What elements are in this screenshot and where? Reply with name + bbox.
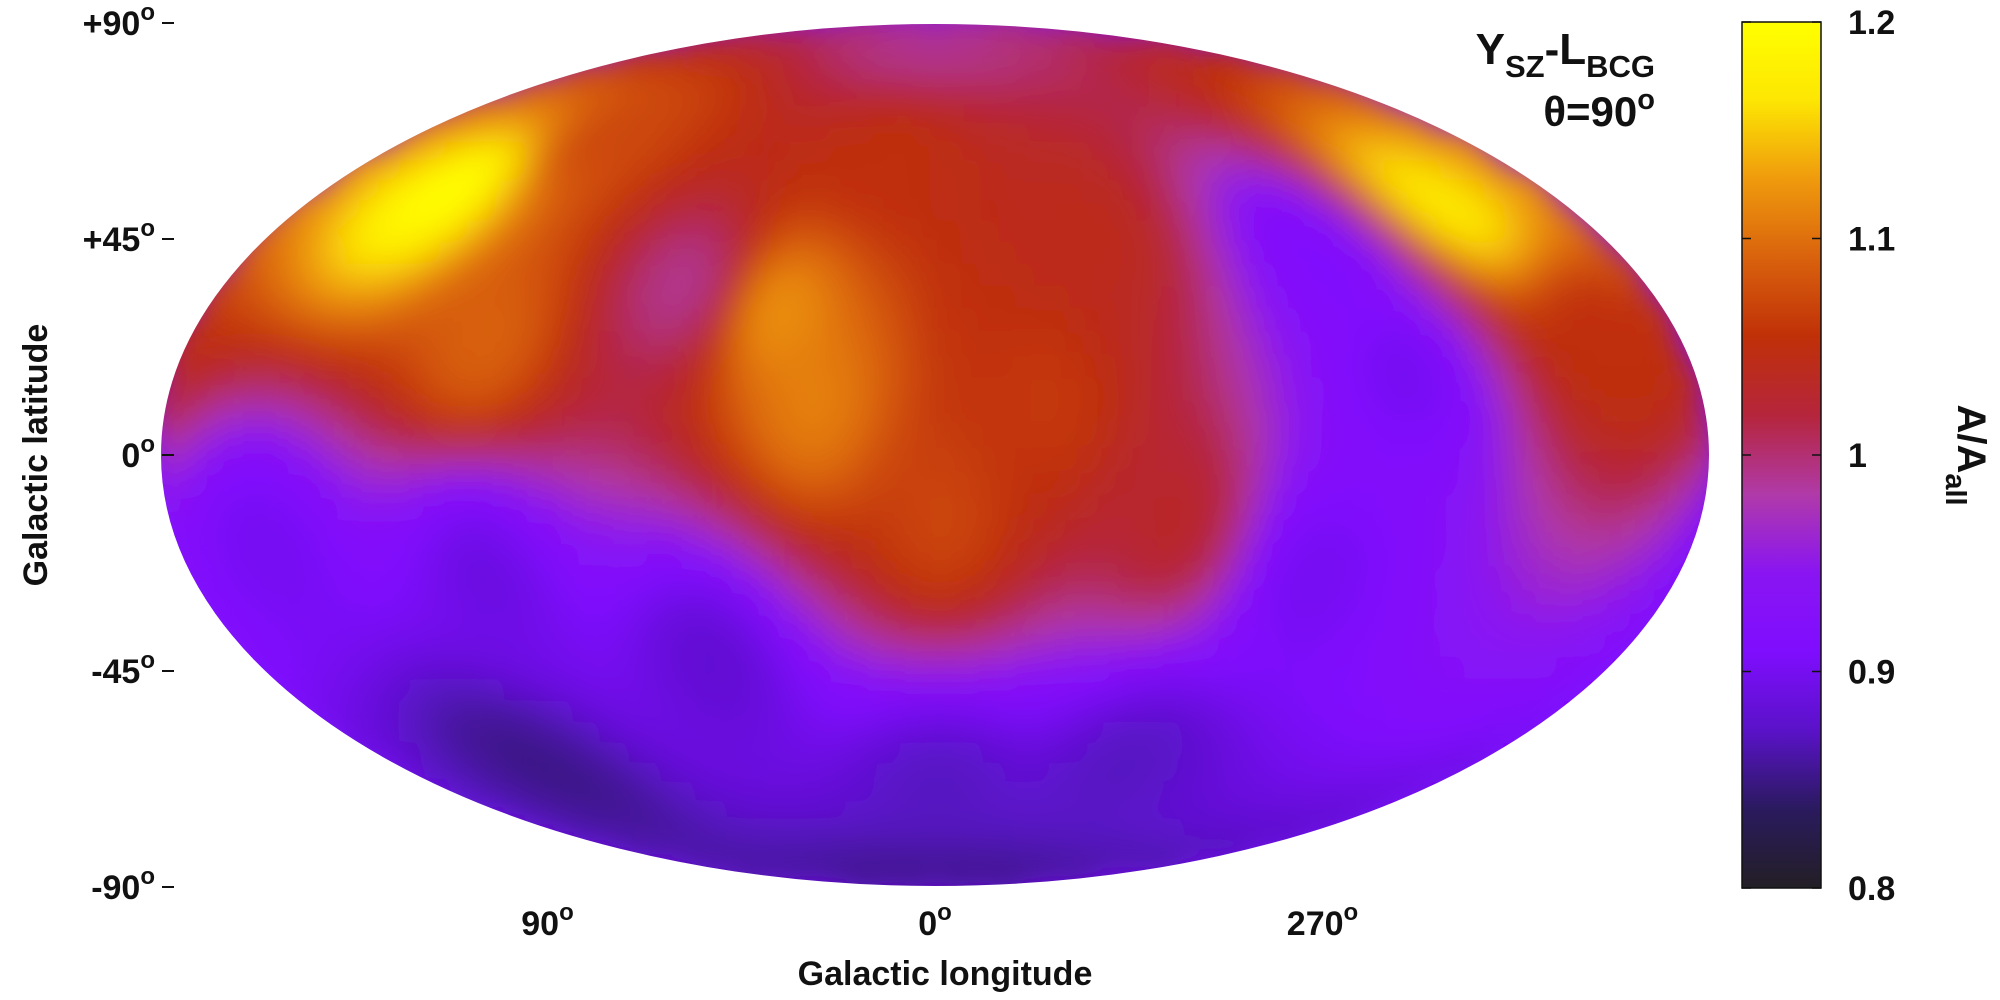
sky-cell — [538, 73, 572, 108]
sky-cell — [1298, 73, 1332, 108]
colorbar-tick-label: 1.2 — [1848, 4, 1895, 42]
sky-cell — [926, 532, 961, 567]
sky-cell — [1058, 23, 1093, 52]
colorbar: 1.2 1.1 1 0.9 0.8 A/Aall — [1741, 4, 1993, 908]
chart-title: YSZ-LBCG — [1476, 25, 1655, 84]
sky-cell — [1091, 29, 1126, 64]
sky-cell — [1018, 23, 1053, 52]
sky-cell — [926, 508, 961, 543]
lat-tick-label: -90o — [91, 863, 155, 907]
colorbar-gradient — [1741, 21, 1822, 889]
sky-cell — [817, 23, 852, 52]
lat-tick-label: -45o — [91, 647, 155, 691]
sky-cell — [712, 29, 747, 64]
lat-tick-label: +45o — [83, 215, 155, 259]
colorbar-tick-label: 0.8 — [1848, 870, 1895, 908]
theta-label: θ=90o — [1543, 84, 1655, 135]
colorbar-tick-label: 1 — [1848, 437, 1867, 475]
x-axis-label: Galactic longitude — [798, 955, 1093, 993]
latitude-axis: +90o +45o 0o -45o -90o — [83, 0, 174, 907]
sky-map-outline — [159, 22, 1711, 888]
colorbar-label: A/Aall — [1939, 404, 1993, 505]
sky-cell — [896, 23, 931, 43]
sky-cell — [1123, 29, 1158, 64]
lon-tick-label: 90o — [521, 899, 574, 943]
lat-tick-label: +90o — [83, 0, 155, 43]
sky-cell — [926, 485, 961, 520]
sky-cell — [926, 461, 961, 496]
sky-cell — [777, 23, 812, 52]
longitude-axis: 90o 0o 270o — [521, 899, 1358, 943]
y-axis-label: Galactic latitude — [17, 324, 55, 587]
sky-cell — [852, 23, 887, 43]
lon-tick-label: 270o — [1287, 899, 1358, 943]
sky-cell — [926, 390, 961, 425]
colorbar-ticks: 1.2 1.1 1 0.9 0.8 — [1742, 4, 1895, 908]
sky-cell — [926, 414, 961, 449]
sky-cell — [926, 367, 961, 402]
lat-tick-label: 0o — [121, 431, 155, 475]
sky-map-cells — [160, 23, 1710, 887]
sky-cell — [939, 23, 974, 43]
colorbar-tick-label: 0.9 — [1848, 654, 1895, 692]
colorbar-tick-label: 1.1 — [1848, 221, 1895, 259]
sky-map — [159, 22, 1711, 888]
lon-tick-label: 0o — [918, 899, 952, 943]
sky-cell — [983, 23, 1018, 43]
sky-cell — [926, 438, 961, 472]
